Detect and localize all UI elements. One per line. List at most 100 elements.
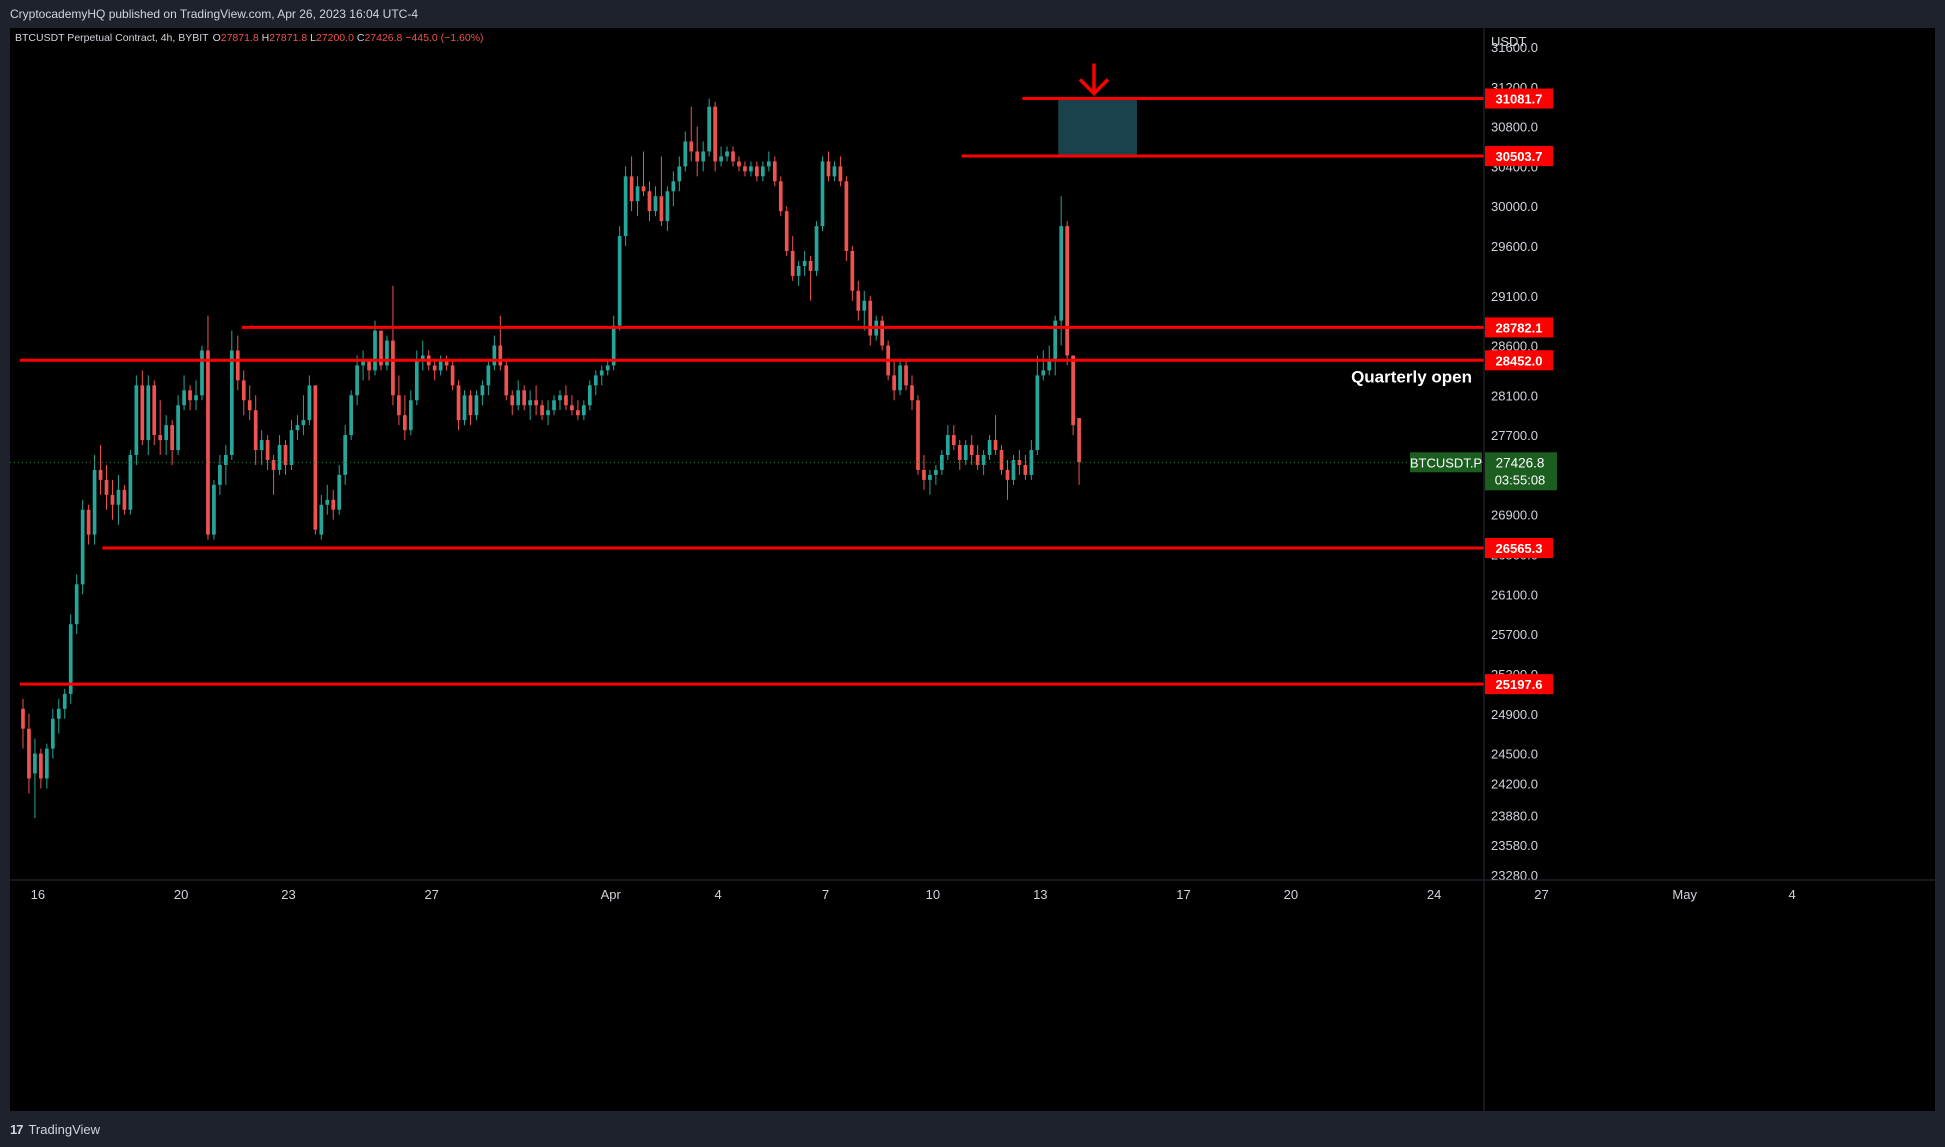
price-tick-label: 25700.0 [1491,627,1538,642]
time-tick-label: 13 [1033,887,1047,902]
candle-body [951,435,956,446]
time-tick-label: 27 [424,887,438,902]
high-label: H [262,32,270,44]
price-tick-label: 23280.0 [1491,868,1538,883]
candle-body [802,260,807,266]
candle-body [444,360,449,366]
candle-body [1071,355,1075,426]
candle-body [659,196,664,222]
candle-body [486,365,491,386]
price-chart[interactable]: USDT31600.031200.030800.030400.030000.02… [10,28,1935,1111]
low-label: L [310,32,316,44]
candle-body [373,330,377,371]
candle-body [1035,375,1040,451]
candle-body [576,410,580,416]
candle-body [940,455,944,470]
candle-body [224,455,228,465]
price-tick-label: 28600.0 [1491,339,1538,354]
candle-body [570,405,574,411]
candle-body [92,469,97,535]
price-tags: 31081.7 30503.7 28782.1 28452.0 Quarterly op… [1351,88,1557,695]
candle-body [134,385,139,456]
time-tick-label: 10 [926,887,940,902]
price-tick-label: 24900.0 [1491,707,1538,722]
price-tick-label: 23880.0 [1491,808,1538,823]
candle-body [510,395,515,406]
candle-body [808,260,813,271]
candle-body [558,395,562,401]
candle-body [629,176,634,202]
candle-body [623,176,628,237]
candle-body [665,191,670,222]
candle-body [761,166,765,177]
down-arrow-head [1078,78,1110,97]
candle-body [271,459,276,470]
candle-body [420,355,425,361]
candle-body [68,624,73,694]
candle-body [820,161,825,227]
candle-body [158,435,163,441]
change-value: −445.0 (−1.60%) [405,32,483,44]
candle-body [414,360,419,401]
time-tick-label: 24 [1427,887,1441,902]
candle-body [707,106,711,152]
price-tick-label: 26100.0 [1491,587,1538,602]
candle-body [456,385,461,421]
time-axis[interactable]: 16 20 23 27 Apr 4 7 10 13 17 20 24 27 May 4 [10,879,1935,902]
time-tick-label: May [1672,887,1697,902]
candle-body [170,425,174,451]
candle-body [593,375,598,386]
candle-body [605,365,610,371]
tradingview-logo[interactable]: 17 TradingView [10,1122,100,1137]
candle-body [671,181,676,192]
last-price-tag [1485,452,1557,491]
candle-body [868,300,873,336]
candle-body [683,141,688,167]
low-value: 27200.0 [316,32,354,44]
candle-body [826,161,831,177]
candle-body [21,708,25,729]
candle-body [122,489,127,510]
candle-body [361,360,365,366]
candle-body [981,455,986,465]
candle-body [1053,320,1058,361]
close-value: 27426.8 [364,32,402,44]
candle-body [975,455,980,465]
candle-body [731,151,735,162]
candle-body [945,435,950,456]
candle-body [474,395,479,416]
candle-body [391,340,395,396]
level-price-tag [1485,538,1553,559]
candle-body [904,365,908,386]
level-price-label: 25197.6 [1496,677,1543,692]
candle-body [403,415,407,431]
candle-body [641,186,646,192]
candle-body [617,236,622,326]
candle-body [987,440,992,456]
price-axis[interactable]: USDT31600.031200.030800.030400.030000.02… [1483,28,1935,1111]
candle-body [772,161,777,182]
candle-body [56,708,61,719]
candle-body [62,693,67,709]
level-price-tag [1485,88,1553,109]
candle-body [27,728,31,779]
candle-body [295,425,300,431]
candle-body [713,106,717,162]
candle-body [784,211,789,251]
candle-body [653,196,658,212]
footer: 17 TradingView [0,1111,1945,1147]
time-tick-label: 4 [1788,887,1795,902]
candle-body [916,400,920,470]
time-tick-label: 27 [1534,887,1548,902]
chart-area[interactable]: USDT 31600.0 31200.0 30800.0 30400.0 30000.0 2… [10,28,1935,1111]
candle-body [1065,226,1069,356]
candle-body [934,469,938,475]
brand-name: TradingView [28,1122,101,1137]
candle-body [33,753,37,774]
candle-body [582,405,586,416]
candle-body [307,385,312,421]
candle-body [534,400,538,406]
level-lines[interactable] [20,97,1484,686]
candle-body [963,445,968,460]
candle-body [1041,370,1046,376]
